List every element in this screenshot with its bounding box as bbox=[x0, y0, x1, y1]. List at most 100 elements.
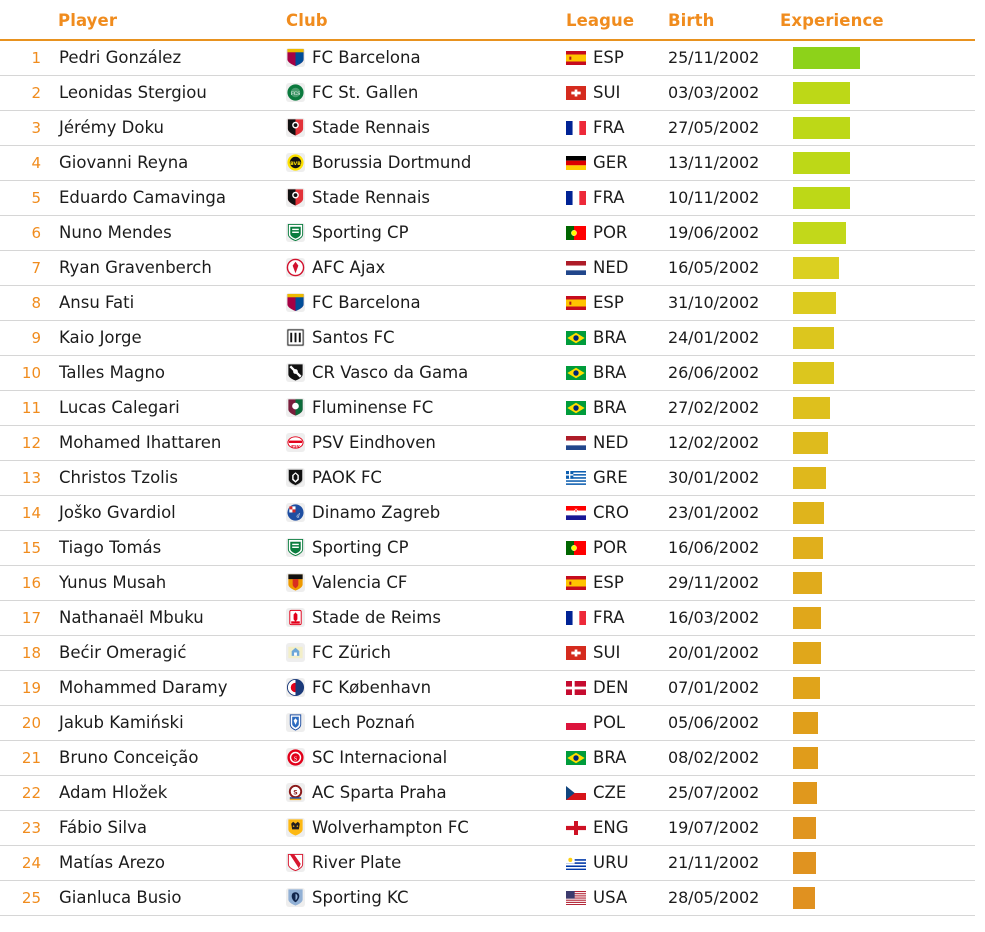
club-cell: S AC Sparta Praha bbox=[286, 775, 566, 810]
table-row[interactable]: 24 Matías Arezo River Plate URU 21/11/2002 bbox=[0, 845, 975, 880]
flag-gre-icon bbox=[566, 470, 586, 485]
player-name-cell: Tiago Tomás bbox=[59, 538, 162, 557]
flag-bra-icon bbox=[566, 400, 586, 415]
flag-sui-icon bbox=[566, 645, 586, 660]
club-name-label: Stade de Reims bbox=[312, 608, 441, 627]
table-body: 1 Pedri González FC Barcelona ESP 25/11/2002… bbox=[0, 40, 975, 915]
birth-date-cell: 27/05/2002 bbox=[668, 118, 760, 137]
table-row[interactable]: 4 Giovanni Reyna BVB Borussia Dortmund GER 13… bbox=[0, 145, 975, 180]
column-header-rank[interactable] bbox=[0, 0, 58, 41]
rank-cell: 5 bbox=[31, 188, 41, 207]
experience-bar bbox=[793, 466, 826, 489]
svg-text:S: S bbox=[293, 789, 297, 796]
experience-bar bbox=[793, 46, 860, 69]
league-cell: ENG bbox=[566, 810, 668, 845]
table-row[interactable]: 15 Tiago Tomás Sporting CP POR 16/06/2002 bbox=[0, 530, 975, 565]
club-name-label: FC København bbox=[312, 678, 432, 697]
experience-bar bbox=[793, 571, 822, 594]
birth-date-cell: 08/02/2002 bbox=[668, 748, 760, 767]
table-row[interactable]: 23 Fábio Silva Wolverhampton FC ENG 19/07/20… bbox=[0, 810, 975, 845]
league-code-label: SUI bbox=[593, 643, 621, 662]
santos-fc-crest-icon bbox=[286, 328, 305, 347]
table-row[interactable]: 25 Gianluca Busio Sporting KC USA 28/05/2002 bbox=[0, 880, 975, 915]
club-cell: Stade Rennais bbox=[286, 110, 566, 145]
flag-usa-icon bbox=[566, 890, 586, 905]
club-cell: Valencia CF bbox=[286, 565, 566, 600]
league-code-label: URU bbox=[593, 853, 629, 872]
experience-cell bbox=[780, 390, 975, 425]
table-row[interactable]: 9 Kaio Jorge Santos FC BRA 24/01/2002 bbox=[0, 320, 975, 355]
column-header-birth[interactable]: Birth bbox=[668, 0, 780, 41]
club-cell: CR Vasco da Gama bbox=[286, 355, 566, 390]
league-cell: ESP bbox=[566, 285, 668, 320]
wolverhampton-fc-crest-icon bbox=[286, 818, 305, 837]
table-row[interactable]: 7 Ryan Gravenberch AFC Ajax NED 16/05/2002 bbox=[0, 250, 975, 285]
experience-cell bbox=[780, 40, 975, 75]
experience-bar bbox=[793, 641, 821, 664]
rank-cell: 10 bbox=[21, 363, 41, 382]
table-row[interactable]: 1 Pedri González FC Barcelona ESP 25/11/2002 bbox=[0, 40, 975, 75]
table-row[interactable]: 14 Joško Gvardiol d Dinamo Zagreb CRO 23/01/2… bbox=[0, 495, 975, 530]
table-row[interactable]: 3 Jérémy Doku Stade Rennais FRA 27/05/2002 bbox=[0, 110, 975, 145]
lech-poznan-crest-icon bbox=[286, 713, 305, 732]
column-header-league[interactable]: League bbox=[566, 0, 668, 41]
svg-text:FCS: FCS bbox=[291, 91, 300, 97]
column-header-player[interactable]: Player bbox=[58, 0, 286, 41]
table-row[interactable]: 16 Yunus Musah Valencia CF ESP 29/11/2002 bbox=[0, 565, 975, 600]
flag-pol-icon bbox=[566, 715, 586, 730]
experience-bar bbox=[793, 536, 823, 559]
league-cell: ESP bbox=[566, 40, 668, 75]
league-cell: GRE bbox=[566, 460, 668, 495]
experience-cell bbox=[780, 110, 975, 145]
club-cell: Lech Poznań bbox=[286, 705, 566, 740]
league-code-label: DEN bbox=[593, 678, 629, 697]
league-code-label: NED bbox=[593, 433, 629, 452]
table-row[interactable]: 19 Mohammed Daramy FC København DEN 07/01/20… bbox=[0, 670, 975, 705]
table-row[interactable]: 2 Leonidas Stergiou FCS FC St. Gallen SUI 03/… bbox=[0, 75, 975, 110]
player-name-cell: Gianluca Busio bbox=[59, 888, 182, 907]
birth-date-cell: 16/06/2002 bbox=[668, 538, 760, 557]
table-row[interactable]: 12 Mohamed Ihattaren PSV PSV Eindhoven NED 12… bbox=[0, 425, 975, 460]
league-cell: NED bbox=[566, 250, 668, 285]
stade-de-reims-crest-icon bbox=[286, 608, 305, 627]
svg-text:d: d bbox=[296, 513, 300, 519]
table-row[interactable]: 18 Bećir Omeragić FC Zürich SUI 20/01/2002 bbox=[0, 635, 975, 670]
experience-cell bbox=[780, 495, 975, 530]
experience-cell bbox=[780, 635, 975, 670]
rank-cell: 18 bbox=[21, 643, 41, 662]
column-header-club[interactable]: Club bbox=[286, 0, 566, 41]
dinamo-zagreb-crest-icon: d bbox=[286, 503, 305, 522]
table-row[interactable]: 5 Eduardo Camavinga Stade Rennais FRA 10/11/… bbox=[0, 180, 975, 215]
table-row[interactable]: 13 Christos Tzolis PAOK FC GRE 30/01/2002 bbox=[0, 460, 975, 495]
birth-date-cell: 28/05/2002 bbox=[668, 888, 760, 907]
flag-fra-icon bbox=[566, 190, 586, 205]
table-row[interactable]: 11 Lucas Calegari Fluminense FC BRA 27/02/20… bbox=[0, 390, 975, 425]
club-name-label: Sporting CP bbox=[312, 223, 409, 242]
table-row[interactable]: 6 Nuno Mendes Sporting CP POR 19/06/2002 bbox=[0, 215, 975, 250]
player-name-cell: Nathanaël Mbuku bbox=[59, 608, 204, 627]
table-row[interactable]: 20 Jakub Kamiński Lech Poznań POL 05/06/2002 bbox=[0, 705, 975, 740]
column-header-experience[interactable]: Experience bbox=[780, 0, 975, 41]
club-name-label: River Plate bbox=[312, 853, 402, 872]
experience-cell bbox=[780, 670, 975, 705]
table-row[interactable]: 21 Bruno Conceição S SC Internacional BRA 08/… bbox=[0, 740, 975, 775]
club-name-label: AFC Ajax bbox=[312, 258, 386, 277]
player-name-cell: Pedri González bbox=[59, 48, 182, 68]
league-cell: NED bbox=[566, 425, 668, 460]
birth-date-cell: 29/11/2002 bbox=[668, 573, 760, 592]
experience-bar bbox=[793, 116, 850, 139]
club-cell: Sporting KC bbox=[286, 880, 566, 915]
player-name-cell: Yunus Musah bbox=[59, 573, 167, 592]
flag-uru-icon bbox=[566, 855, 586, 870]
club-name-label: Fluminense FC bbox=[312, 398, 434, 417]
club-cell: Sporting CP bbox=[286, 215, 566, 250]
table-row[interactable]: 17 Nathanaël Mbuku Stade de Reims FRA 16/03/… bbox=[0, 600, 975, 635]
player-name-cell: Leonidas Stergiou bbox=[59, 83, 207, 102]
river-plate-crest-icon bbox=[286, 853, 305, 872]
svg-text:S: S bbox=[294, 756, 298, 762]
birth-date-cell: 31/10/2002 bbox=[668, 293, 760, 312]
table-row[interactable]: 10 Talles Magno CR Vasco da Gama BRA 26/06/2… bbox=[0, 355, 975, 390]
table-row[interactable]: 8 Ansu Fati FC Barcelona ESP 31/10/2002 bbox=[0, 285, 975, 320]
table-row[interactable]: 22 Adam Hložek S AC Sparta Praha CZE 25/07/20… bbox=[0, 775, 975, 810]
league-cell: CZE bbox=[566, 775, 668, 810]
